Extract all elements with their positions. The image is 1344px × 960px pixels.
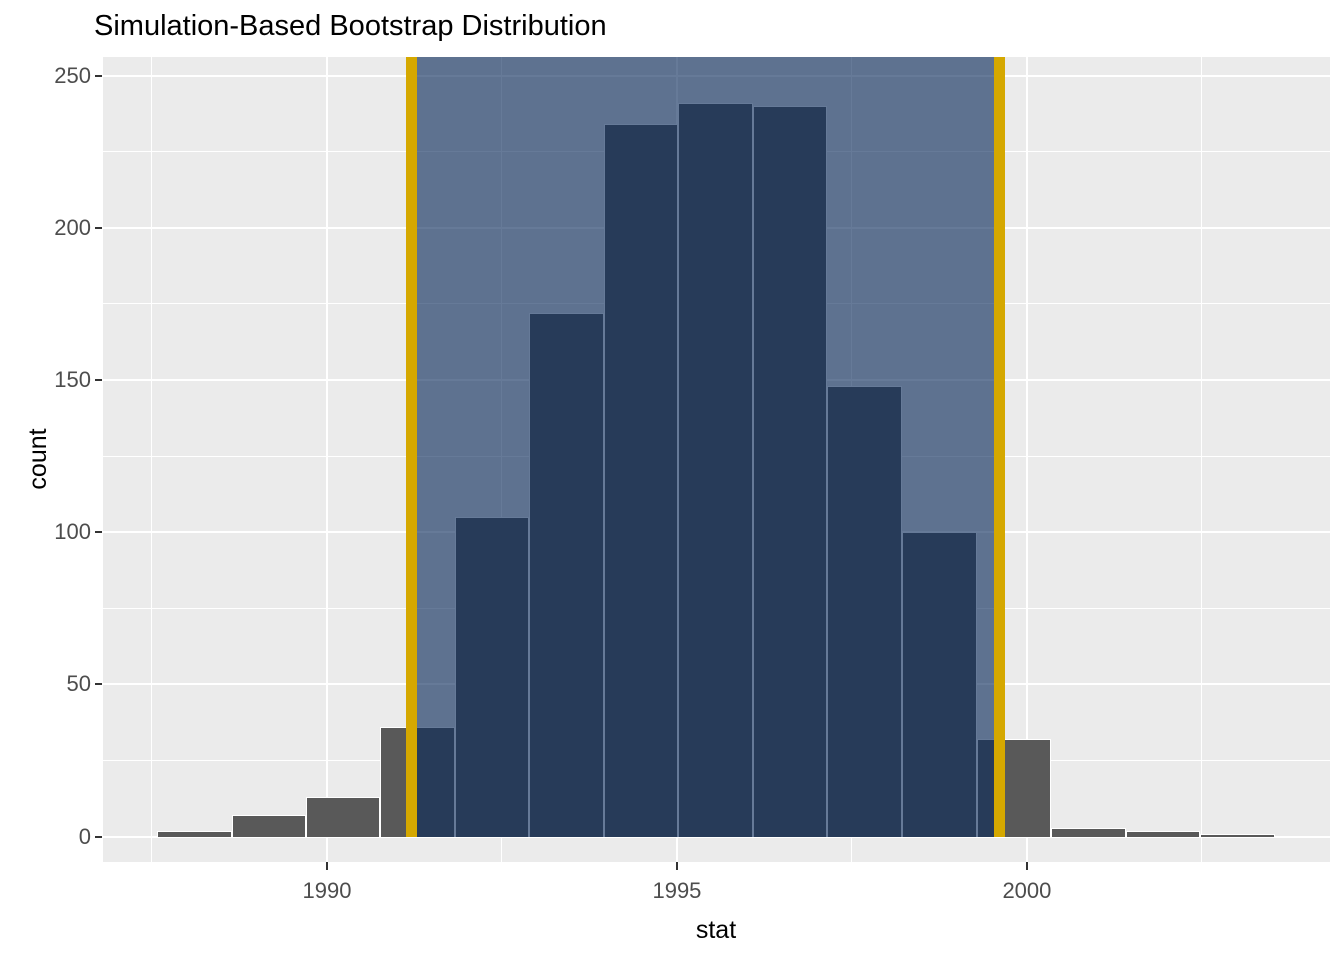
x-axis-tick-mark [675,862,678,870]
y-axis-tick-mark [95,531,102,534]
y-axis-title: count [24,428,53,490]
y-axis-tick-mark [95,226,102,229]
x-major-gridline [325,57,328,862]
plot-panel [103,57,1330,862]
y-major-gridline [103,835,1330,838]
confidence-interval-upper-line [994,57,1006,837]
y-tick-label: 150 [54,367,91,393]
histogram-bar [1199,833,1275,837]
y-axis-tick-mark [95,74,102,77]
y-tick-label: 100 [54,519,91,545]
x-minor-gridline [151,57,153,862]
y-axis-tick-mark [95,379,102,382]
x-tick-label: 1995 [652,878,702,903]
y-axis-tick-mark [95,683,102,686]
x-minor-gridline [1201,57,1203,862]
x-tick-label: 2000 [1002,878,1052,903]
histogram-bar [156,830,232,837]
histogram-bar [1050,827,1126,837]
x-axis-tick-mark [1025,862,1028,870]
histogram-bar [231,815,306,837]
x-axis-title: stat [695,916,737,944]
confidence-interval-shade [411,57,1000,837]
histogram-bar [305,797,381,837]
x-tick-label: 1990 [302,878,352,903]
y-tick-label: 250 [54,62,91,88]
y-axis-tick-mark [95,835,102,838]
histogram-bar [1125,830,1200,837]
x-axis-tick-mark [325,862,328,870]
plot-title: Simulation-Based Bootstrap Distribution [94,10,607,42]
y-tick-label: 50 [66,671,91,697]
confidence-interval-lower-line [406,57,418,837]
y-tick-label: 0 [78,823,91,849]
y-tick-label: 200 [54,214,91,240]
x-major-gridline [1025,57,1028,862]
